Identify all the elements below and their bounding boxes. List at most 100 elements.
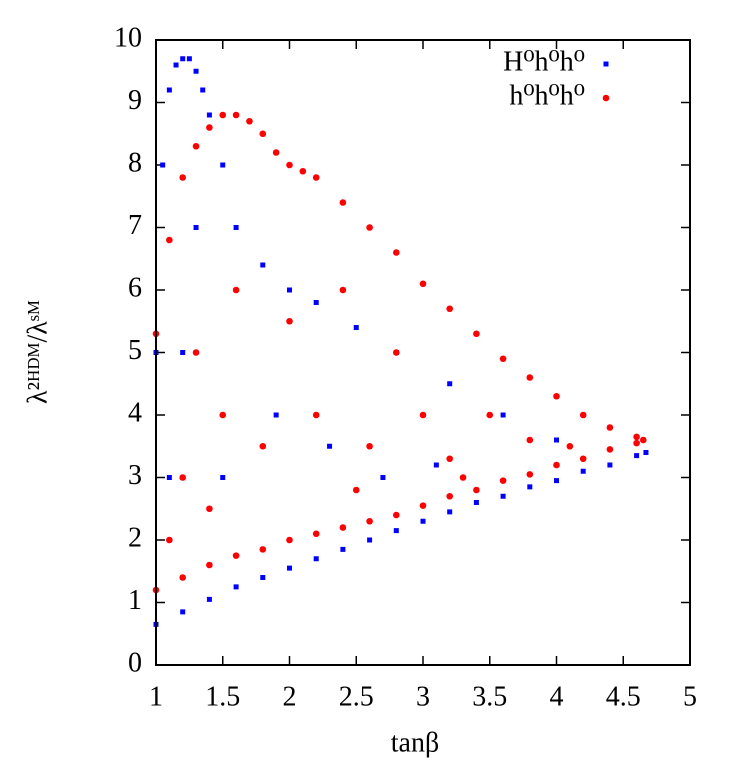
point [639, 436, 647, 444]
point [193, 225, 199, 230]
point [166, 87, 172, 93]
point [634, 453, 640, 459]
y-tick-label: 9 [128, 85, 142, 116]
y-tick-label: 0 [128, 647, 142, 678]
point [393, 249, 400, 256]
point [446, 455, 454, 463]
point [206, 112, 212, 118]
y-tick-label: 4 [128, 397, 142, 428]
point [206, 561, 213, 569]
point [499, 355, 507, 363]
y-tick-label: 8 [128, 147, 142, 178]
point [179, 474, 186, 481]
point [219, 411, 227, 419]
point [233, 584, 239, 590]
point [526, 374, 534, 381]
y-tick-label: 2 [128, 522, 142, 553]
point [233, 225, 239, 230]
point [180, 350, 186, 355]
point [393, 528, 399, 534]
point [633, 439, 640, 447]
point [419, 280, 427, 288]
point [220, 162, 226, 168]
point [367, 537, 373, 543]
point [366, 224, 373, 231]
point [179, 174, 186, 181]
point [180, 56, 186, 62]
point [259, 130, 267, 138]
point [312, 530, 320, 538]
point [193, 68, 199, 74]
point [459, 474, 467, 481]
x-tick-label: 4 [550, 681, 564, 712]
point [286, 161, 293, 169]
y-tick-label: 10 [114, 22, 142, 53]
y-tick-label: 6 [128, 272, 142, 303]
point [579, 411, 587, 419]
point [554, 437, 559, 443]
point [554, 478, 559, 484]
point [339, 524, 347, 531]
point [446, 305, 454, 313]
point [393, 349, 400, 356]
point [206, 505, 213, 513]
point [232, 552, 240, 559]
point [420, 518, 426, 524]
point [486, 411, 494, 419]
point [566, 442, 574, 450]
point [366, 442, 373, 450]
y-tick-label: 3 [128, 460, 142, 491]
legend-marker [602, 94, 610, 102]
legend-label: h⁰h⁰h⁰ [509, 80, 585, 111]
point [260, 262, 266, 268]
point [527, 484, 533, 490]
point [473, 486, 480, 494]
point [179, 574, 186, 581]
point [200, 87, 206, 93]
point [393, 511, 400, 519]
point [273, 412, 279, 418]
point [287, 565, 292, 571]
point [339, 199, 347, 206]
y-tick-label: 7 [128, 210, 142, 241]
y-tick-label: 1 [128, 585, 142, 616]
point [173, 62, 179, 68]
point [526, 471, 534, 478]
point [299, 167, 307, 175]
point [166, 236, 173, 244]
point [500, 412, 506, 418]
point [160, 162, 166, 168]
point [607, 462, 613, 468]
point [259, 546, 267, 553]
point [447, 509, 453, 515]
point [206, 596, 212, 602]
x-tick-label: 3.5 [472, 681, 507, 712]
point [220, 475, 226, 480]
point [340, 546, 346, 552]
point [339, 286, 347, 294]
x-tick-label: 1.5 [205, 681, 240, 712]
point [192, 349, 200, 356]
point [180, 609, 186, 615]
point [606, 424, 614, 431]
point [380, 475, 386, 480]
x-tick-label: 3 [416, 681, 430, 712]
point [219, 111, 227, 119]
point [553, 461, 560, 469]
point [446, 492, 454, 500]
x-axis-label: tanβ [391, 727, 439, 758]
y-tick-label: 5 [128, 335, 142, 366]
plot-frame [155, 39, 691, 666]
point [186, 56, 192, 62]
point [287, 287, 292, 293]
point [419, 502, 427, 509]
point [313, 556, 319, 562]
x-tick-label: 5 [683, 681, 697, 712]
point [246, 117, 253, 125]
legend-marker [603, 61, 609, 67]
legend-label: H⁰h⁰h⁰ [503, 46, 585, 77]
point [232, 111, 240, 119]
point [643, 450, 649, 455]
point [232, 286, 240, 294]
